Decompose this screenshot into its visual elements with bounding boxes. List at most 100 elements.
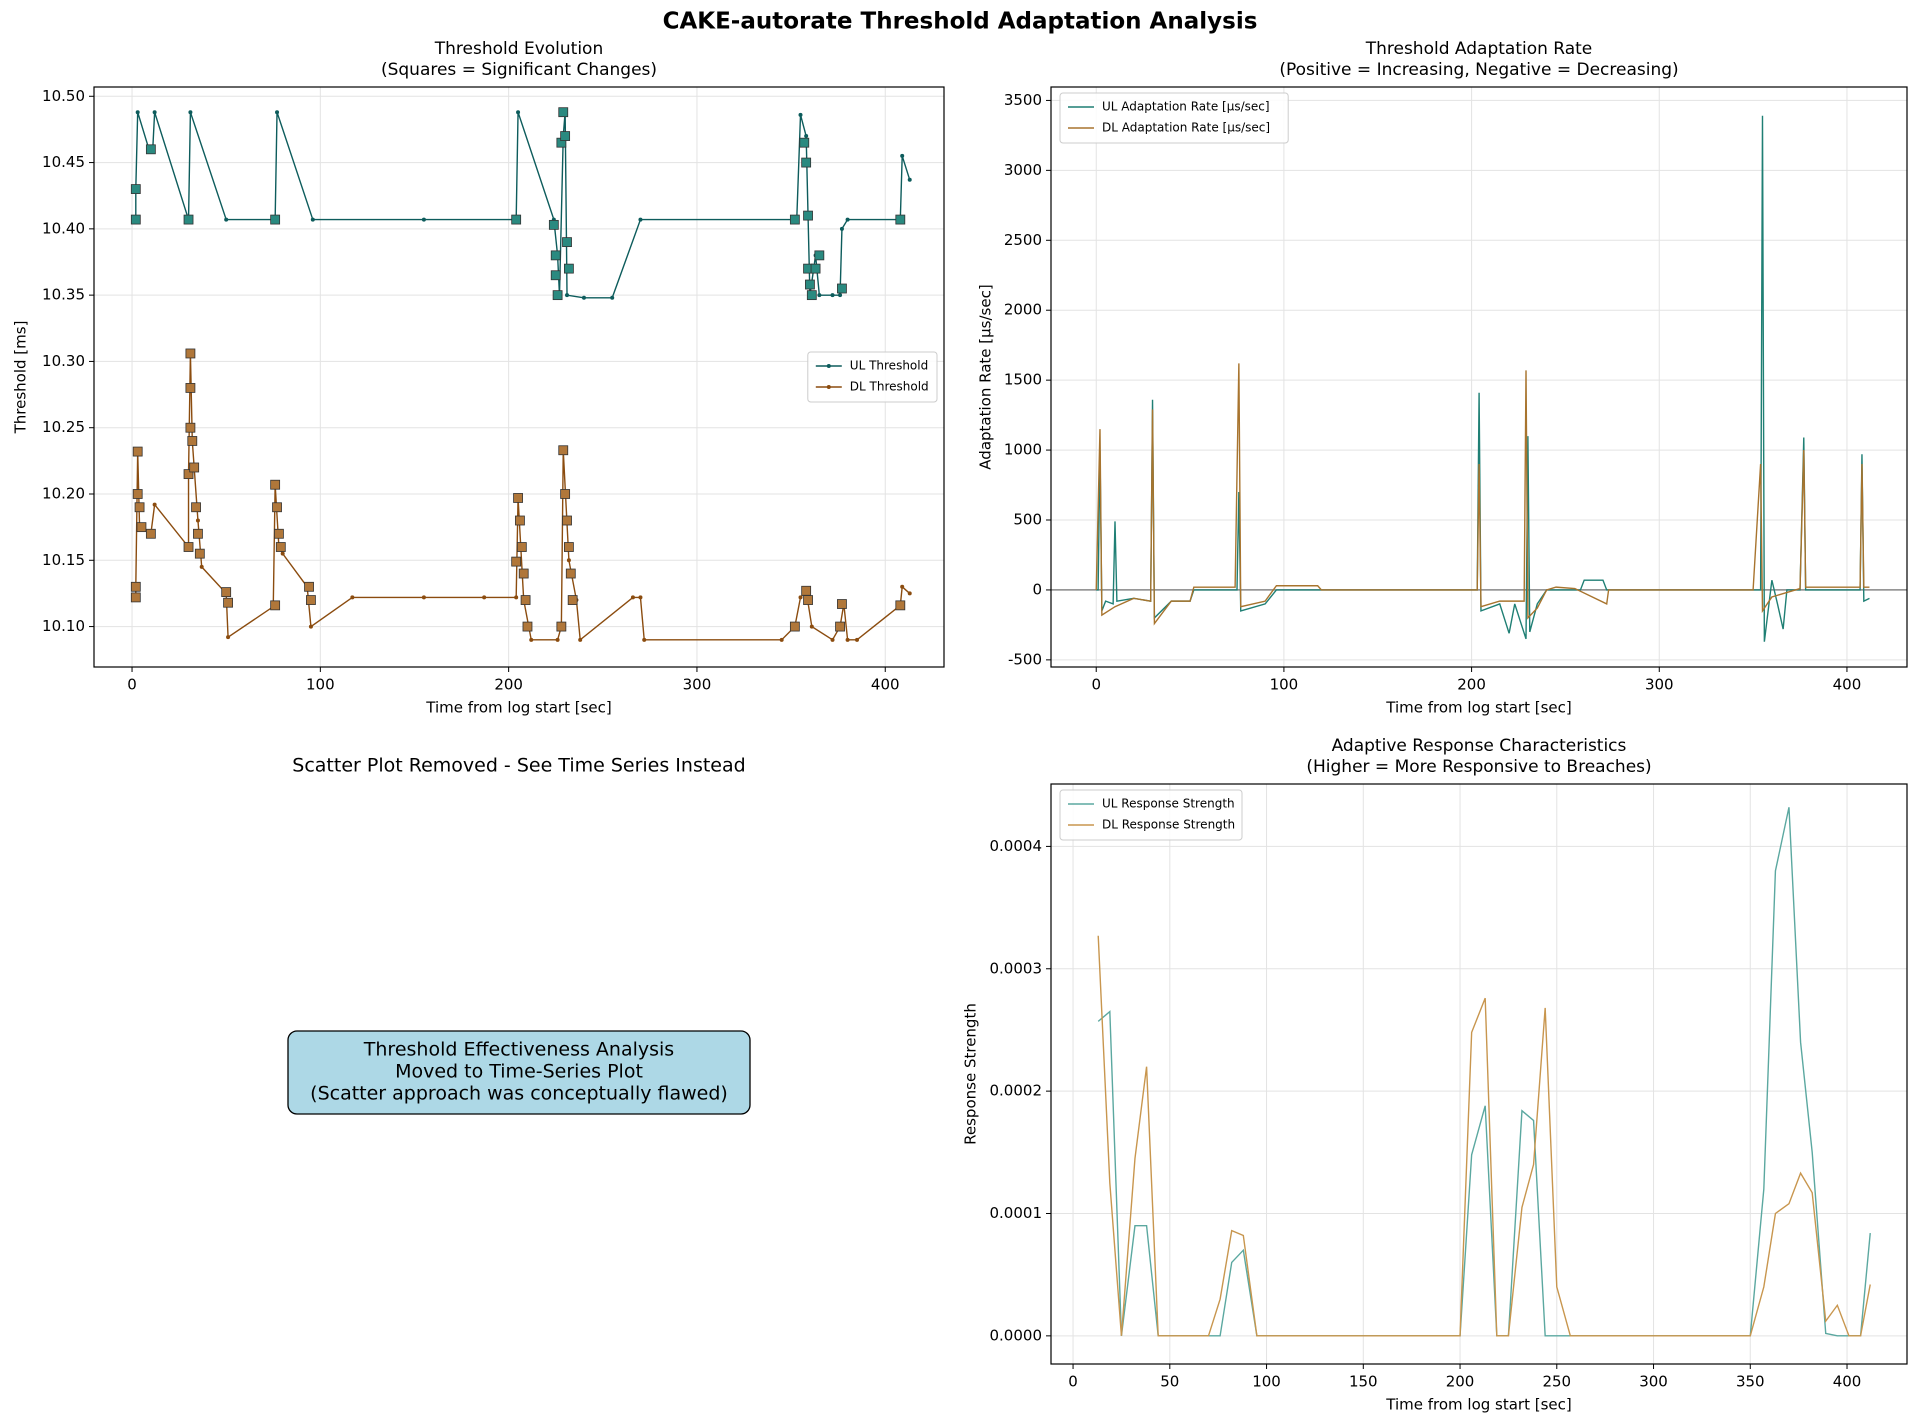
point bbox=[516, 110, 521, 115]
point bbox=[838, 293, 843, 298]
significant-marker bbox=[562, 237, 572, 248]
plot-frame bbox=[1050, 783, 1908, 1365]
significant-marker bbox=[520, 595, 531, 605]
legend-box bbox=[1059, 789, 1243, 841]
point bbox=[529, 637, 534, 642]
y-tick-label: -500 bbox=[1008, 650, 1042, 668]
significant-marker bbox=[558, 445, 569, 456]
point bbox=[830, 637, 835, 642]
point bbox=[610, 295, 615, 300]
significant-marker bbox=[567, 595, 578, 605]
x-tick-label: 100 bbox=[1252, 1373, 1281, 1391]
figure-title: CAKE-autorate Threshold Adaptation Analy… bbox=[663, 9, 1258, 35]
significant-marker bbox=[895, 214, 906, 225]
significant-marker bbox=[223, 597, 233, 608]
x-tick-label: 200 bbox=[494, 676, 523, 694]
y-tick-label: 10.45 bbox=[42, 153, 85, 171]
point bbox=[224, 217, 229, 222]
significant-marker bbox=[183, 469, 194, 480]
significant-marker bbox=[194, 548, 205, 559]
significant-marker bbox=[558, 107, 569, 118]
x-tick-label: 400 bbox=[871, 676, 900, 694]
significant-marker bbox=[516, 542, 527, 552]
x-tick-label: 100 bbox=[1270, 676, 1299, 694]
y-tick-label: 0.0001 bbox=[990, 1204, 1043, 1222]
point bbox=[555, 637, 560, 642]
chart-subtitle: (Positive = Increasing, Negative = Decre… bbox=[1279, 60, 1678, 80]
x-tick-label: 400 bbox=[1833, 1373, 1862, 1391]
point bbox=[188, 110, 193, 115]
point bbox=[642, 637, 647, 642]
point bbox=[152, 502, 157, 507]
significant-marker bbox=[803, 210, 813, 221]
significant-marker bbox=[814, 250, 825, 261]
significant-marker bbox=[191, 502, 201, 513]
significant-marker bbox=[562, 515, 572, 526]
x-tick-label: 400 bbox=[1833, 676, 1862, 694]
significant-marker bbox=[189, 462, 200, 473]
point bbox=[855, 637, 860, 642]
significant-marker bbox=[221, 587, 232, 597]
y-tick-label: 10.35 bbox=[42, 286, 85, 304]
y-tick-label: 0 bbox=[1032, 580, 1042, 598]
y-tick-label: 2000 bbox=[1004, 301, 1042, 319]
significant-marker bbox=[132, 489, 143, 499]
series-line bbox=[1095, 363, 1870, 626]
legend-label: UL Adaptation Rate [µs/sec] bbox=[1102, 100, 1270, 114]
legend-box bbox=[807, 351, 938, 403]
y-tick-label: 0.0004 bbox=[990, 837, 1043, 855]
point bbox=[581, 295, 586, 300]
x-axis-label: Time from log start [sec] bbox=[1385, 699, 1572, 717]
significant-marker bbox=[810, 263, 821, 274]
significant-marker bbox=[187, 436, 198, 446]
significant-marker bbox=[134, 502, 145, 513]
significant-marker bbox=[185, 348, 196, 359]
significant-marker bbox=[835, 621, 845, 632]
significant-marker bbox=[130, 581, 141, 592]
x-tick-label: 0 bbox=[1068, 1373, 1078, 1391]
significant-marker bbox=[304, 581, 314, 592]
point bbox=[907, 177, 912, 182]
chart-subtitle: (Squares = Significant Changes) bbox=[381, 60, 657, 80]
significant-marker bbox=[145, 528, 156, 539]
y-tick-label: 10.15 bbox=[42, 551, 85, 569]
significant-marker bbox=[805, 279, 815, 290]
significant-marker bbox=[183, 542, 194, 552]
x-tick-label: 0 bbox=[127, 676, 137, 694]
legend-box bbox=[1059, 92, 1289, 144]
significant-marker bbox=[185, 422, 196, 433]
significant-marker bbox=[552, 290, 563, 301]
significant-marker bbox=[548, 219, 559, 230]
point bbox=[798, 112, 803, 117]
x-axis-label: Time from log start [sec] bbox=[1385, 1396, 1572, 1414]
annotation-text: (Scatter approach was conceptually flawe… bbox=[310, 1083, 728, 1105]
significant-marker bbox=[837, 599, 847, 609]
y-tick-label: 0.0000 bbox=[990, 1326, 1043, 1344]
significant-marker bbox=[564, 542, 574, 552]
y-axis-label: Adaptation Rate [µs/sec] bbox=[977, 284, 995, 469]
x-tick-label: 350 bbox=[1736, 1373, 1765, 1391]
x-tick-label: 0 bbox=[1091, 676, 1101, 694]
x-tick-label: 250 bbox=[1542, 1373, 1571, 1391]
y-tick-label: 10.40 bbox=[42, 219, 85, 237]
point bbox=[421, 217, 426, 222]
point bbox=[482, 595, 487, 600]
significant-marker bbox=[522, 621, 533, 632]
significant-marker bbox=[270, 600, 281, 611]
y-tick-label: 3000 bbox=[1004, 161, 1042, 179]
significant-marker bbox=[270, 479, 281, 490]
point bbox=[350, 595, 355, 600]
significant-marker bbox=[270, 214, 281, 225]
significant-marker bbox=[801, 585, 812, 596]
x-tick-label: 200 bbox=[1446, 1373, 1475, 1391]
point bbox=[308, 624, 313, 629]
x-tick-label: 300 bbox=[1639, 1373, 1668, 1391]
y-axis-label: Response Strength bbox=[962, 1003, 980, 1145]
chart-subtitle: (Higher = More Responsive to Breaches) bbox=[1306, 757, 1651, 777]
y-tick-label: 10.20 bbox=[42, 484, 85, 502]
significant-marker bbox=[306, 595, 316, 605]
y-tick-label: 0.0003 bbox=[990, 959, 1043, 977]
y-tick-label: 2500 bbox=[1004, 231, 1042, 249]
